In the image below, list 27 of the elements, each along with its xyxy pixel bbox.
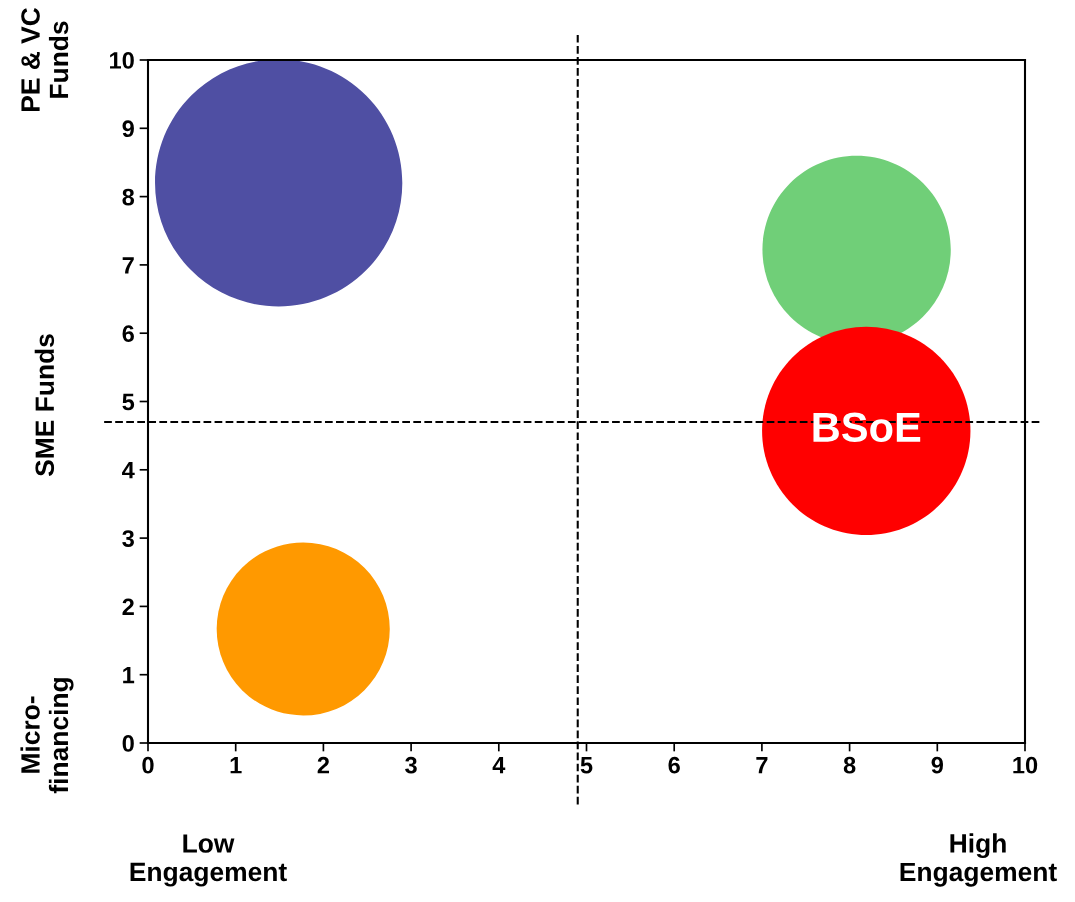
- text: Micro- financing: [20, 678, 74, 794]
- x-tick-label: 5: [580, 757, 593, 774]
- x-tick-label: 1: [230, 757, 242, 774]
- text: High Engagement: [900, 833, 1057, 887]
- y-tick-label: 2: [122, 598, 134, 615]
- x-tick-label: 0: [142, 756, 154, 774]
- y-tick-label: 10: [110, 52, 134, 69]
- y-tick-label: 1: [123, 667, 135, 684]
- y-tick-label: 7: [122, 257, 134, 274]
- y-tick-label: 6: [122, 325, 134, 342]
- y-tick-label: 4: [122, 462, 135, 479]
- x-tick-label: 8: [843, 756, 856, 774]
- text: PE & VC Funds: [21, 7, 69, 112]
- y-tick-label: 8: [122, 188, 135, 206]
- x-tick-label: 2: [317, 756, 330, 774]
- text: Low Engagement: [130, 834, 287, 887]
- x-tick-label: 4: [492, 757, 506, 774]
- x-tick-label: 10: [1013, 756, 1038, 774]
- y-tick-label: 5: [122, 393, 135, 411]
- y-tick-label: 9: [122, 120, 134, 138]
- x-tick-label: 3: [405, 756, 417, 774]
- x-tick-label: 7: [756, 757, 768, 774]
- text: SME Funds: [34, 334, 55, 477]
- y-tick-label: 3: [122, 530, 134, 547]
- x-tick-label: 9: [931, 756, 943, 774]
- y-tick-label: 0: [122, 735, 134, 752]
- x-tick-label: 6: [668, 756, 680, 774]
